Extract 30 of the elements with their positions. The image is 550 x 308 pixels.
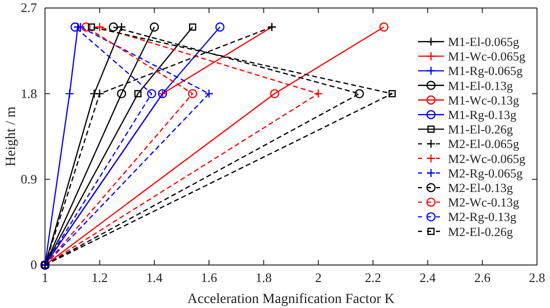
x-tick-label: 2.2 bbox=[364, 270, 382, 286]
legend-label: M2-Rg-0.13g bbox=[448, 210, 518, 224]
x-tick-label: 1.8 bbox=[256, 270, 272, 286]
y-tick-label: 0.9 bbox=[20, 171, 37, 186]
legend-label: M2-Wc-0.065g bbox=[448, 152, 526, 166]
x-tick-label: 1 bbox=[42, 270, 48, 286]
y-tick-label: 0 bbox=[30, 257, 37, 272]
legend-label: M2-Rg-0.065g bbox=[448, 166, 524, 180]
x-tick-label: 1.2 bbox=[92, 270, 108, 286]
legend-label: M1-El-0.26g bbox=[448, 122, 514, 137]
legend-label: M1-El-0.13g bbox=[448, 78, 514, 93]
x-tick-label: 2.4 bbox=[420, 270, 436, 286]
x-tick-label: 1.4 bbox=[146, 270, 163, 286]
legend-label: M2-El-0.13g bbox=[448, 180, 514, 195]
legend-label: M1-Rg-0.13g bbox=[448, 108, 518, 122]
y-tick-label: 2.7 bbox=[20, 0, 38, 16]
legend-label: M2-El-0.065g bbox=[448, 137, 520, 152]
y-tick-label: 1.8 bbox=[20, 86, 37, 101]
legend-label: M1-Wc-0.065g bbox=[448, 50, 526, 64]
x-tick-label: 2 bbox=[315, 270, 322, 286]
legend-label: M1-El-0.065g bbox=[448, 34, 520, 49]
y-axis-title: Height / m bbox=[4, 106, 19, 166]
x-axis-title: Acceleration Magnification Factor K bbox=[187, 292, 395, 307]
legend-label: M2-Wc-0.13g bbox=[448, 196, 520, 210]
x-tick-label: 2.6 bbox=[474, 270, 491, 286]
legend-label: M2-El-0.26g bbox=[448, 224, 514, 239]
legend-label: M1-Wc-0.13g bbox=[448, 93, 520, 108]
legend-label: M1-Rg-0.065g bbox=[448, 64, 524, 78]
x-tick-label: 1.6 bbox=[200, 270, 218, 286]
x-tick-label: 2.8 bbox=[528, 270, 546, 286]
